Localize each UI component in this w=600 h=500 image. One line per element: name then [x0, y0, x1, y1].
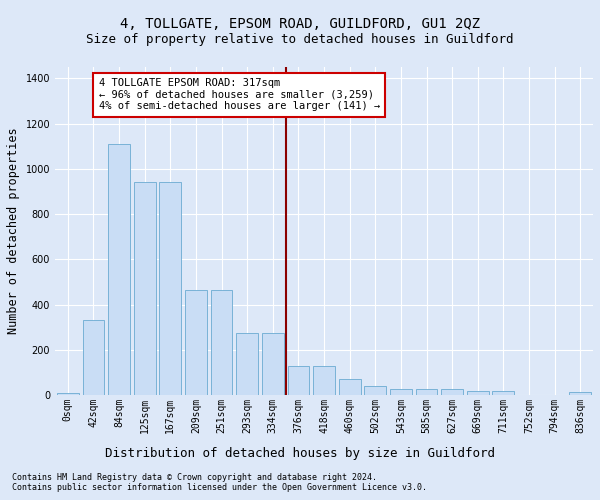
Text: Contains HM Land Registry data © Crown copyright and database right 2024.: Contains HM Land Registry data © Crown c…	[12, 472, 377, 482]
Bar	[287, 366, 309, 395]
Bar	[185, 290, 207, 395]
Bar	[57, 393, 79, 395]
Bar	[493, 391, 514, 395]
Bar	[134, 182, 155, 395]
Text: Contains public sector information licensed under the Open Government Licence v3: Contains public sector information licen…	[12, 484, 427, 492]
Bar	[569, 392, 591, 395]
Bar	[211, 290, 232, 395]
Bar	[390, 390, 412, 395]
Bar	[236, 333, 258, 395]
Bar	[364, 386, 386, 395]
Bar	[108, 144, 130, 395]
Bar	[262, 333, 284, 395]
Bar	[83, 320, 104, 395]
Text: 4 TOLLGATE EPSOM ROAD: 317sqm
← 96% of detached houses are smaller (3,259)
4% of: 4 TOLLGATE EPSOM ROAD: 317sqm ← 96% of d…	[98, 78, 380, 112]
Text: Distribution of detached houses by size in Guildford: Distribution of detached houses by size …	[105, 448, 495, 460]
Text: Size of property relative to detached houses in Guildford: Size of property relative to detached ho…	[86, 32, 514, 46]
Bar	[416, 390, 437, 395]
Bar	[339, 379, 361, 395]
Bar	[441, 390, 463, 395]
Y-axis label: Number of detached properties: Number of detached properties	[7, 128, 20, 334]
Bar	[160, 182, 181, 395]
Bar	[313, 366, 335, 395]
Bar	[467, 391, 488, 395]
Text: 4, TOLLGATE, EPSOM ROAD, GUILDFORD, GU1 2QZ: 4, TOLLGATE, EPSOM ROAD, GUILDFORD, GU1 …	[120, 18, 480, 32]
